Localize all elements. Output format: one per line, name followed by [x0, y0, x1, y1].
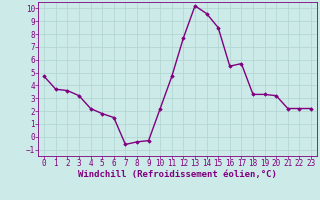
X-axis label: Windchill (Refroidissement éolien,°C): Windchill (Refroidissement éolien,°C): [78, 170, 277, 179]
